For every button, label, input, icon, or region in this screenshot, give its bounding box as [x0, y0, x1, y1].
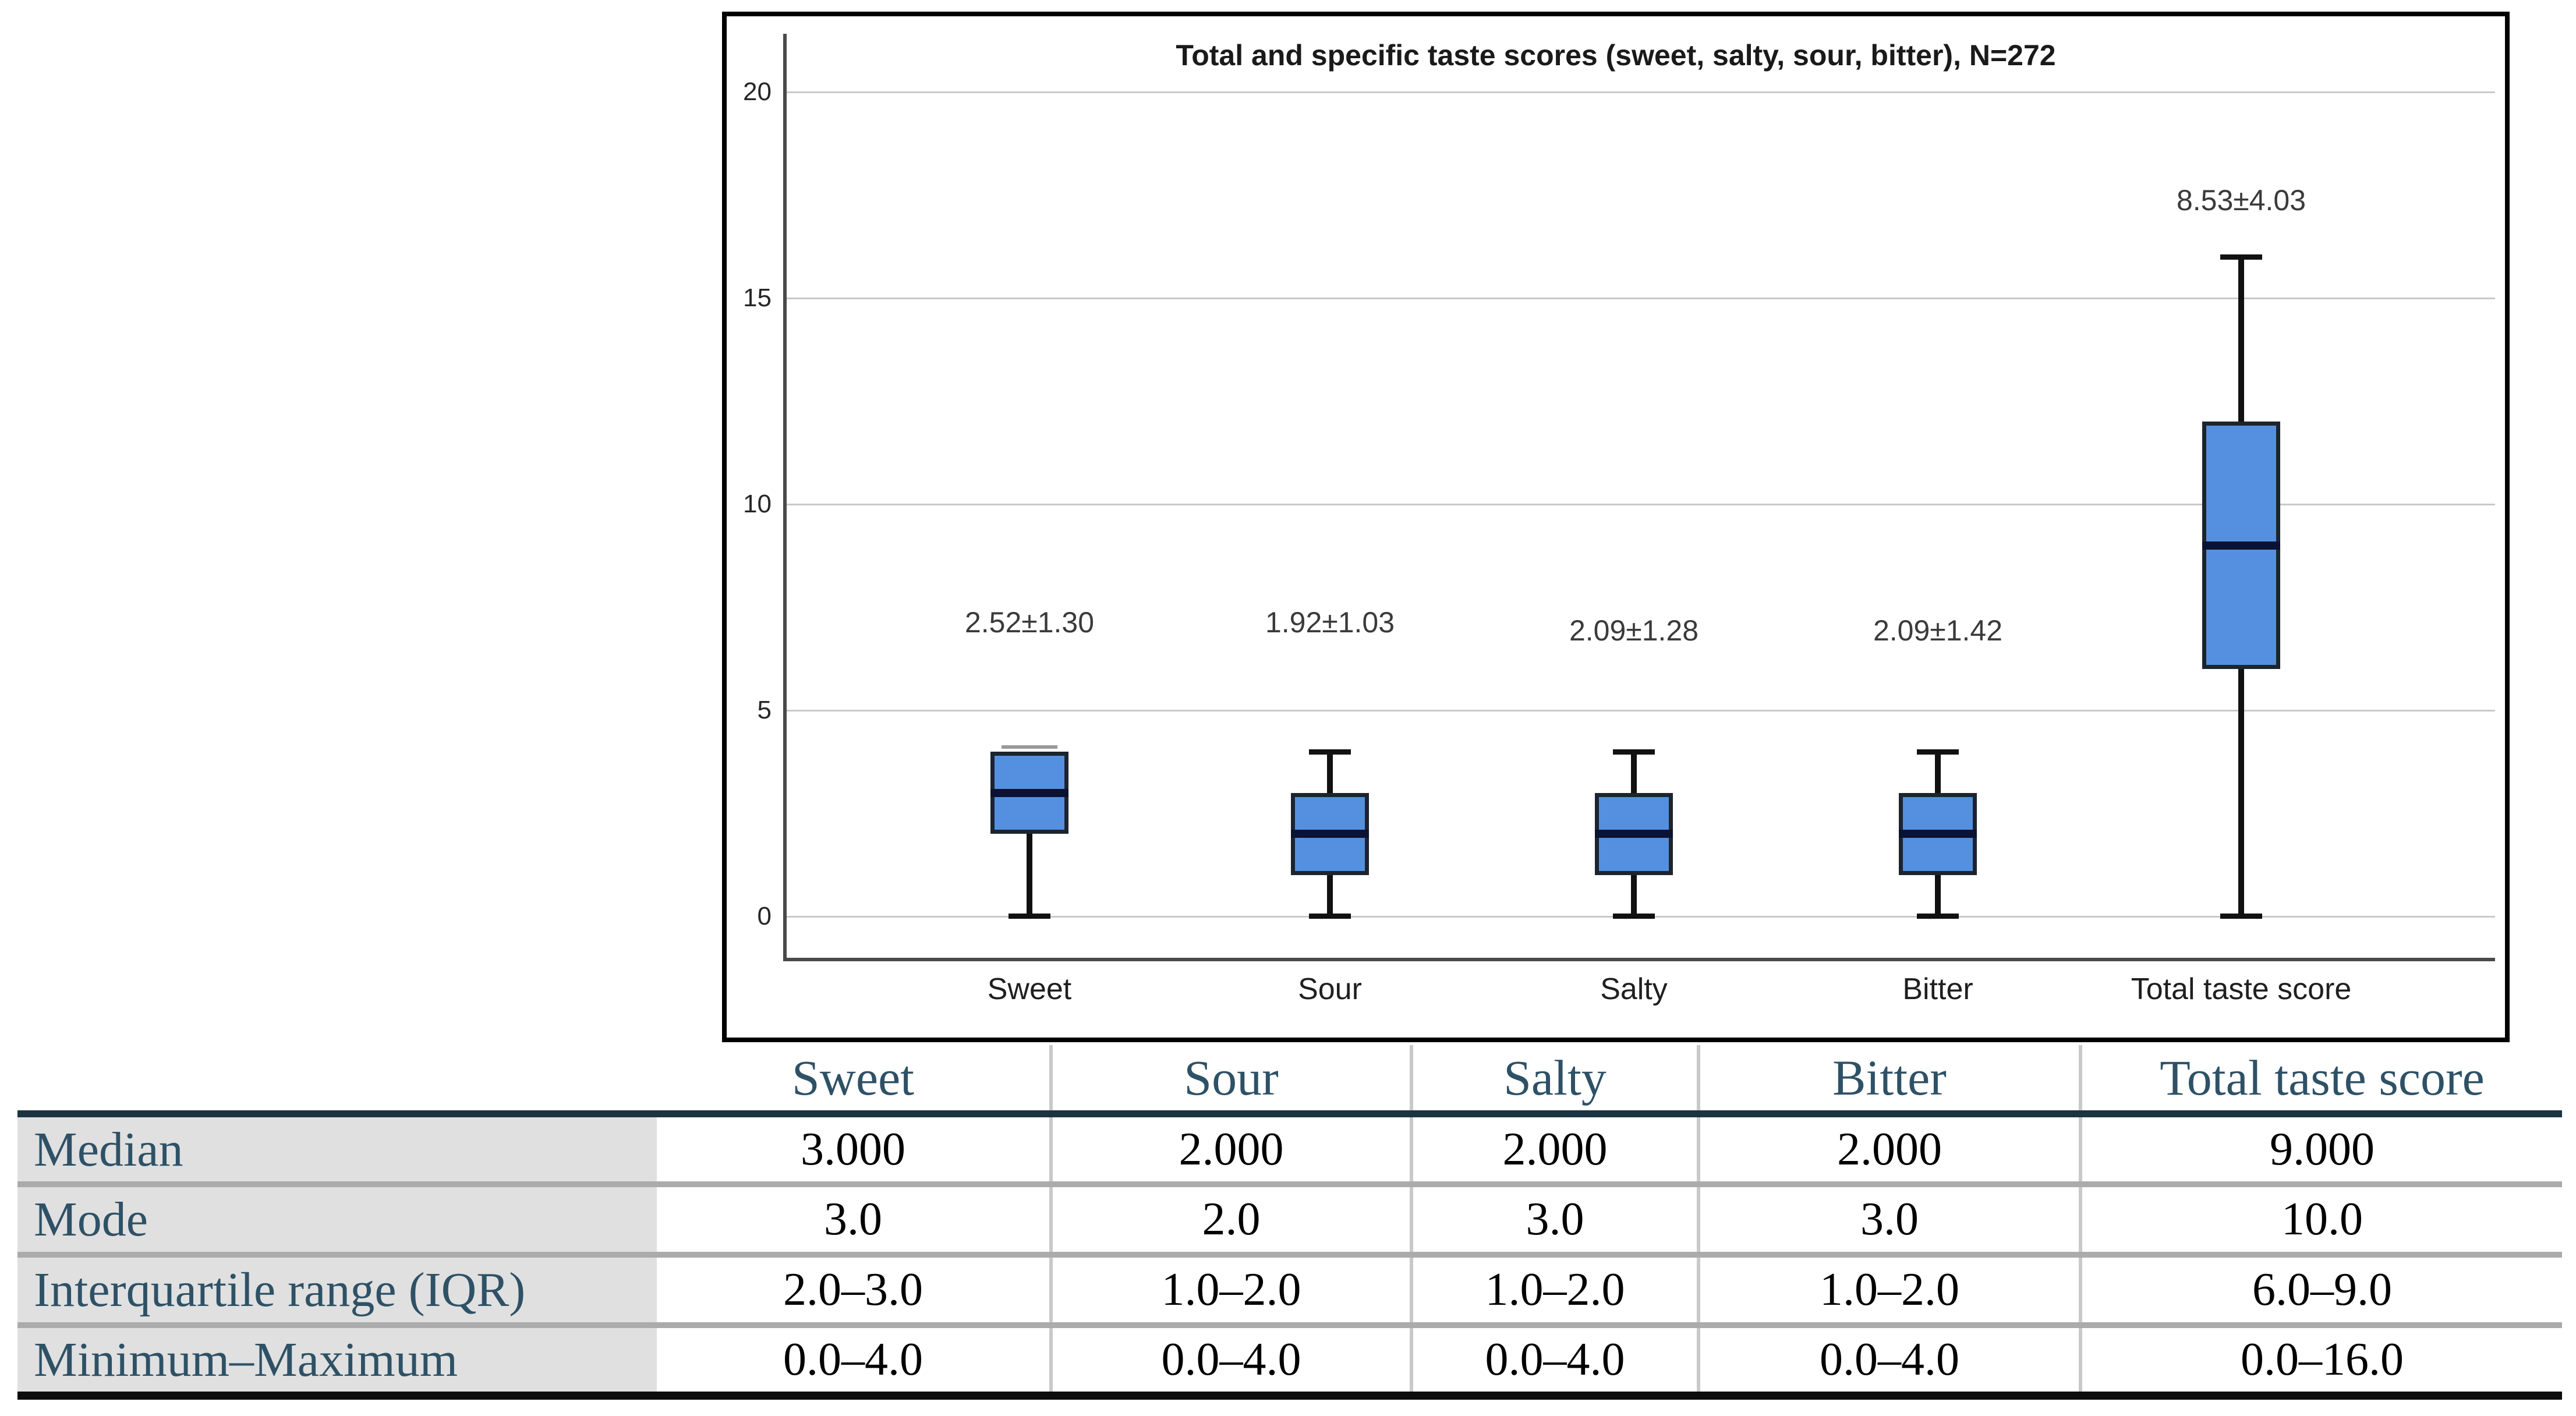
table-cell: 1.0–2.0: [1410, 1255, 1699, 1328]
table-cell: 3.0: [1410, 1184, 1699, 1258]
table-corner-cell: [17, 1045, 657, 1117]
whisker-cap-min: [1309, 914, 1351, 919]
x-category-label: Salty: [1600, 972, 1668, 1006]
table-row-label: Minimum–Maximum: [17, 1325, 657, 1400]
table-cell: 9.000: [2079, 1114, 2562, 1187]
table-row: Mode 3.0 2.0 3.0 3.0 10.0: [17, 1184, 2562, 1258]
table-cell: 3.0: [1697, 1184, 2080, 1258]
whisker-Sweet: [1027, 752, 1032, 916]
mean-sd-annotation: 2.09±1.28: [1569, 614, 1699, 647]
whisker-cap-min: [1009, 914, 1050, 919]
table-cell: 2.0–3.0: [657, 1255, 1051, 1328]
table-cell: 2.000: [1049, 1114, 1411, 1187]
plot-area: 0 5 10 15 20 2.52±1.30 Sweet 1.92±1.03 Sour 2.09±…: [727, 16, 2505, 1038]
table-row: Median 3.000 2.000 2.000 2.000 9.000: [17, 1114, 2562, 1187]
boxplot-median-Salty: [1595, 830, 1673, 838]
table-cell: 1.0–2.0: [1697, 1255, 2080, 1328]
whisker-cap-max: [1613, 749, 1655, 755]
x-axis-line: [783, 958, 2495, 961]
table-header-row: Sweet Sour Salty Bitter Total taste score: [17, 1045, 2562, 1117]
y-axis-line: [783, 34, 787, 961]
y-tick-label: 0: [757, 902, 772, 930]
table-cell: 2.0: [1049, 1184, 1411, 1258]
table-cell: 0.0–4.0: [1410, 1325, 1699, 1400]
table-column-header: Sour: [1049, 1045, 1411, 1117]
table-column-header: Salty: [1410, 1045, 1699, 1117]
table-row-label: Median: [17, 1114, 657, 1187]
stats-table: Sweet Sour Salty Bitter Total taste score Me…: [17, 1045, 2562, 1400]
table-cell: 0.0–4.0: [1697, 1325, 2080, 1400]
table-cell: 0.0–4.0: [657, 1325, 1051, 1400]
boxplot-median-Sour: [1291, 830, 1369, 838]
whisker-cap-max: [1002, 745, 1057, 749]
table-row-label: Interquartile range (IQR): [17, 1255, 657, 1328]
boxplot-median-Sweet: [990, 789, 1068, 797]
gridline: [783, 504, 2495, 505]
table-cell: 3.000: [657, 1114, 1051, 1187]
gridline: [783, 710, 2495, 711]
y-tick-label: 10: [743, 490, 772, 518]
boxplot-chart: 0 5 10 15 20 2.52±1.30 Sweet 1.92±1.03 Sour 2.09±…: [722, 12, 2510, 1042]
table-column-header: Bitter: [1697, 1045, 2080, 1117]
x-category-label: Total taste score: [2131, 972, 2352, 1006]
chart-title: Total and specific taste scores (sweet, …: [1176, 39, 2056, 72]
whisker-cap-min: [1613, 914, 1655, 919]
table-column-header: Sweet: [657, 1045, 1051, 1117]
y-tick-label: 20: [743, 77, 772, 106]
table-cell: 6.0–9.0: [2079, 1255, 2562, 1328]
x-category-label: Bitter: [1902, 972, 1973, 1006]
table-cell: 3.0: [657, 1184, 1051, 1258]
y-tick-label: 5: [757, 696, 772, 724]
table-cell: 1.0–2.0: [1049, 1255, 1411, 1328]
x-category-label: Sweet: [987, 972, 1072, 1006]
mean-sd-annotation: 2.09±1.42: [1873, 614, 2003, 647]
gridline: [783, 91, 2495, 93]
boxplot-median-Bitter: [1899, 830, 1977, 838]
table-column-header: Total taste score: [2079, 1045, 2562, 1117]
whisker-cap-max: [1917, 749, 1959, 755]
whisker-cap-min: [1917, 914, 1959, 919]
boxplot-median-Total taste score: [2202, 541, 2280, 550]
table-cell: 2.000: [1697, 1114, 2080, 1187]
mean-sd-annotation: 2.52±1.30: [964, 606, 1095, 639]
table-row: Interquartile range (IQR) 2.0–3.0 1.0–2.0 1…: [17, 1255, 2562, 1328]
table-cell: 10.0: [2079, 1184, 2562, 1258]
whisker-cap-max: [1309, 749, 1351, 755]
table-cell: 2.000: [1410, 1114, 1699, 1187]
table-cell: 0.0–16.0: [2079, 1325, 2562, 1400]
mean-sd-annotation: 8.53±4.03: [2176, 184, 2306, 217]
table-row-label: Mode: [17, 1184, 657, 1258]
mean-sd-annotation: 1.92±1.03: [1265, 606, 1395, 639]
gridline: [783, 298, 2495, 299]
y-tick-label: 15: [743, 284, 772, 312]
whisker-cap-min: [2220, 914, 2262, 919]
table-cell: 0.0–4.0: [1049, 1325, 1411, 1400]
table-row: Minimum–Maximum 0.0–4.0 0.0–4.0 0.0–4.0 0.0–…: [17, 1325, 2562, 1400]
whisker-cap-max: [2220, 254, 2262, 260]
x-category-label: Sour: [1298, 972, 1362, 1006]
